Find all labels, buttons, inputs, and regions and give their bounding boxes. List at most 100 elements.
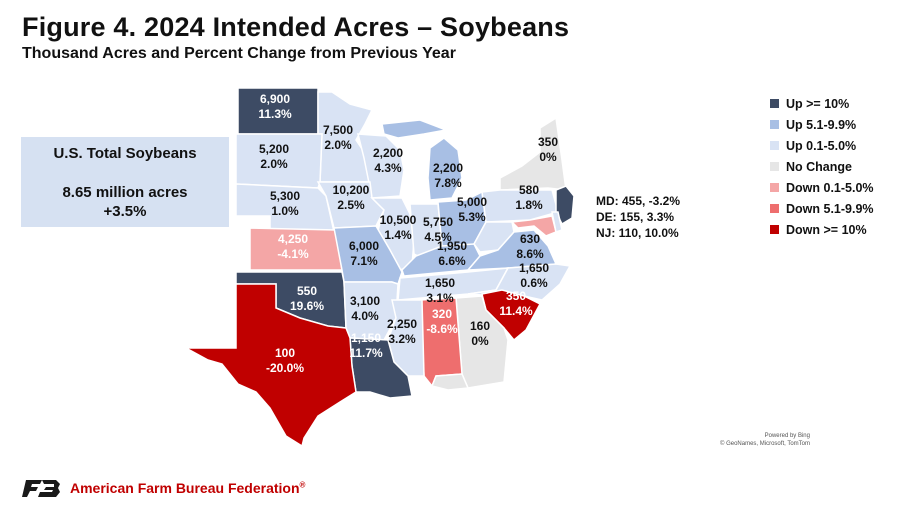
state-mi-lower: [427, 137, 463, 201]
label-la-change: 11.7%: [349, 346, 383, 360]
label-al-change: -8.6%: [426, 322, 458, 336]
label-ky-change: 6.6%: [438, 254, 466, 268]
note-md: MD: 455, -3.2%: [596, 194, 681, 208]
label-wi-value: 2,200: [373, 146, 403, 160]
label-ks-value: 4,250: [278, 232, 308, 246]
label-oh-change: 5.3%: [458, 210, 486, 224]
label-il-value: 10,500: [380, 213, 417, 227]
label-va-value: 630: [520, 232, 540, 246]
label-sc-value: 350: [506, 289, 526, 303]
label-ga-change: 0%: [471, 334, 489, 348]
label-ne-value: 5,300: [270, 189, 300, 203]
state-fl-panhandle: [430, 373, 470, 391]
legend-swatch: [770, 99, 779, 108]
legend-item: Down 5.1-9.9%: [770, 198, 874, 219]
credit-line-1: Powered by Bing: [764, 433, 810, 439]
state-tx: [185, 283, 357, 448]
east-coast-note: MD: 455, -3.2% DE: 155, 3.3% NJ: 110, 10…: [596, 193, 680, 241]
label-tx-value: 100: [275, 346, 295, 360]
legend-label: Down 0.1-5.0%: [786, 180, 874, 195]
legend-item: Up >= 10%: [770, 93, 874, 114]
legend-swatch: [770, 141, 779, 150]
label-nc-change: 0.6%: [520, 276, 548, 290]
legend-item: No Change: [770, 156, 874, 177]
state-ky: [401, 243, 481, 277]
us-total-change: +3.5%: [103, 203, 147, 220]
label-la-value: 1,150: [351, 331, 381, 345]
page-subtitle: Thousand Acres and Percent Change from P…: [22, 45, 456, 62]
organization-name: American Farm Bureau Federation®: [70, 480, 306, 496]
label-al-value: 320: [432, 307, 452, 321]
label-ms-value: 2,250: [387, 317, 417, 331]
label-wi-change: 4.3%: [374, 161, 402, 175]
label-ms-change: 3.2%: [388, 332, 416, 346]
footer: American Farm Bureau Federation®: [22, 478, 305, 498]
label-tn-change: 3.1%: [426, 291, 454, 305]
note-nj: NJ: 110, 10.0%: [596, 226, 679, 240]
label-il-change: 1.4%: [384, 228, 412, 242]
us-total-label: U.S. Total Soybeans: [53, 145, 197, 162]
us-total-box: U.S. Total Soybeans 8.65 million acres +…: [21, 137, 229, 227]
label-ar-value: 3,100: [350, 294, 380, 308]
legend-swatch: [770, 225, 779, 234]
label-ok-change: 19.6%: [290, 299, 324, 313]
legend-label: Up >= 10%: [786, 96, 850, 111]
label-ny-value: 350: [538, 135, 558, 149]
legend-item: Up 0.1-5.0%: [770, 135, 874, 156]
legend-swatch: [770, 183, 779, 192]
label-ne-change: 1.0%: [271, 204, 299, 218]
label-tx-change: -20.0%: [266, 361, 304, 375]
label-oh-value: 5,000: [457, 195, 487, 209]
legend-label: Up 5.1-9.9%: [786, 117, 857, 132]
label-nd-value: 6,900: [260, 92, 290, 106]
map-legend: Up >= 10% Up 5.1-9.9% Up 0.1-5.0% No Change…: [770, 93, 874, 240]
legend-swatch: [770, 162, 779, 171]
legend-label: No Change: [786, 159, 852, 174]
label-pa-change: 1.8%: [515, 198, 543, 212]
label-ar-change: 4.0%: [351, 309, 379, 323]
label-mo-value: 6,000: [349, 239, 379, 253]
label-ia-change: 2.5%: [337, 198, 365, 212]
label-mo-change: 7.1%: [350, 254, 378, 268]
label-mi-change: 7.8%: [434, 176, 462, 190]
label-tn-value: 1,650: [425, 276, 455, 290]
label-ny-change: 0%: [539, 150, 557, 164]
credit-line-2: © GeoNames, Microsoft, TomTom: [720, 441, 810, 447]
farm-bureau-logo-icon: [22, 480, 60, 497]
note-de: DE: 155, 3.3%: [596, 210, 675, 224]
label-ks-change: -4.1%: [277, 247, 309, 261]
legend-item: Down >= 10%: [770, 219, 874, 240]
us-total-acres: 8.65 million acres: [62, 184, 188, 201]
state-de: [551, 211, 563, 233]
state-ny: [499, 116, 567, 191]
legend-swatch: [770, 120, 779, 129]
label-sd-change: 2.0%: [260, 157, 288, 171]
legend-swatch: [770, 204, 779, 213]
label-nc-value: 1,650: [519, 261, 549, 275]
label-in-value: 5,750: [423, 215, 453, 229]
legend-label: Down 5.1-9.9%: [786, 201, 874, 216]
map-credit: Powered by Bing © GeoNames, Microsoft, T…: [700, 432, 810, 448]
label-mn-change: 2.0%: [324, 138, 352, 152]
label-va-change: 8.6%: [516, 247, 544, 261]
label-in-change: 4.5%: [424, 230, 452, 244]
label-sc-change: 11.4%: [499, 304, 533, 318]
label-ga-value: 160: [470, 319, 490, 333]
label-mi-value: 2,200: [433, 161, 463, 175]
state-md: [510, 215, 557, 237]
label-sd-value: 5,200: [259, 142, 289, 156]
legend-item: Down 0.1-5.0%: [770, 177, 874, 198]
label-nd-change: 11.3%: [258, 107, 292, 121]
legend-label: Down >= 10%: [786, 222, 867, 237]
legend-label: Up 0.1-5.0%: [786, 138, 857, 153]
legend-item: Up 5.1-9.9%: [770, 114, 874, 135]
state-ia: [316, 181, 385, 229]
label-ok-value: 550: [297, 284, 317, 298]
label-ia-value: 10,200: [333, 183, 370, 197]
state-mi: [381, 119, 449, 139]
label-mn-value: 7,500: [323, 123, 353, 137]
label-pa-value: 580: [519, 183, 539, 197]
label-ky-value: 1,950: [437, 239, 467, 253]
page-title: Figure 4. 2024 Intended Acres – Soybeans: [22, 12, 570, 42]
